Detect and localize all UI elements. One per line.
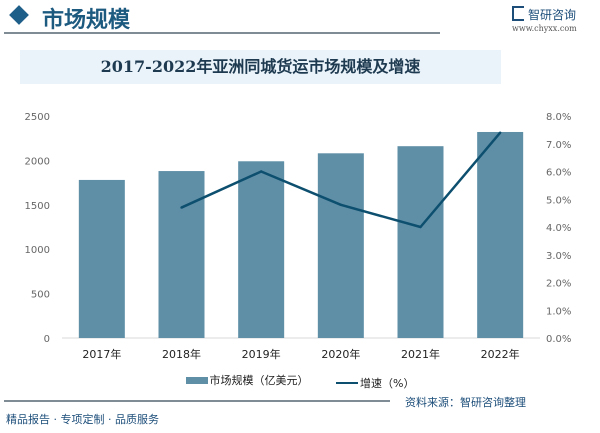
x-tick-label: 2018年 xyxy=(162,347,201,361)
legend-item-bar: 市场规模（亿美元） xyxy=(185,372,309,388)
y-right-tick-label: 1.0% xyxy=(546,306,571,317)
legend-item-line: 增速（%） xyxy=(336,375,414,391)
y-left-tick-label: 500 xyxy=(31,290,50,301)
x-tick-label: 2017年 xyxy=(82,347,121,361)
legend-label: 增速（%） xyxy=(360,376,415,390)
legend: 市场规模（亿美元） 增速（%） xyxy=(0,372,600,391)
legend-label: 市场规模（亿美元） xyxy=(209,374,309,387)
legend-swatch-line xyxy=(336,381,359,384)
y-right-tick-label: 8.0% xyxy=(546,112,571,123)
y-left-tick-label: 1000 xyxy=(25,245,50,256)
y-left-tick-label: 0 xyxy=(44,334,50,345)
growth-point xyxy=(419,225,422,229)
x-tick-label: 2020年 xyxy=(321,347,360,361)
x-tick-label: 2022年 xyxy=(481,347,520,361)
logo-url: www.chyxx.com xyxy=(512,24,577,33)
logo: 智研咨询 xyxy=(512,6,576,23)
chart-title: 2017-2022年亚洲同城货运市场规模及增速 xyxy=(20,50,501,84)
y-right-tick-label: 4.0% xyxy=(546,223,571,234)
y-left-tick-label: 2500 xyxy=(25,112,50,123)
bar xyxy=(78,179,125,338)
y-right-tick-label: 0.0% xyxy=(546,334,571,345)
x-tick-label: 2021年 xyxy=(401,347,440,361)
x-tick-label: 2019年 xyxy=(242,347,281,361)
logo-text: 智研咨询 xyxy=(528,8,577,22)
y-right-tick-label: 2.0% xyxy=(546,279,571,290)
growth-point xyxy=(180,206,183,209)
source-note: 资料来源：智研咨询整理 xyxy=(405,396,526,409)
y-right-tick-label: 7.0% xyxy=(546,140,571,151)
y-right-tick-label: 6.0% xyxy=(546,168,571,179)
y-left-tick-label: 1500 xyxy=(25,201,50,212)
bar xyxy=(477,131,524,338)
section-title: 市场规模 xyxy=(42,7,131,33)
y-right-tick-label: 3.0% xyxy=(546,251,571,262)
y-left-tick-label: 2000 xyxy=(25,156,50,167)
y-right-tick-label: 5.0% xyxy=(546,195,571,206)
legend-swatch-bar xyxy=(185,376,208,384)
header-divider xyxy=(4,32,440,34)
bar xyxy=(238,161,285,338)
growth-point xyxy=(259,170,263,173)
bar xyxy=(397,146,444,338)
bar xyxy=(158,171,205,338)
bar xyxy=(317,153,364,338)
footer-divider xyxy=(4,400,390,402)
growth-point xyxy=(498,131,502,134)
slogan: 精品报告 · 专项定制 · 品质服务 xyxy=(6,413,159,426)
logo-icon xyxy=(512,6,524,21)
growth-point xyxy=(339,203,343,206)
